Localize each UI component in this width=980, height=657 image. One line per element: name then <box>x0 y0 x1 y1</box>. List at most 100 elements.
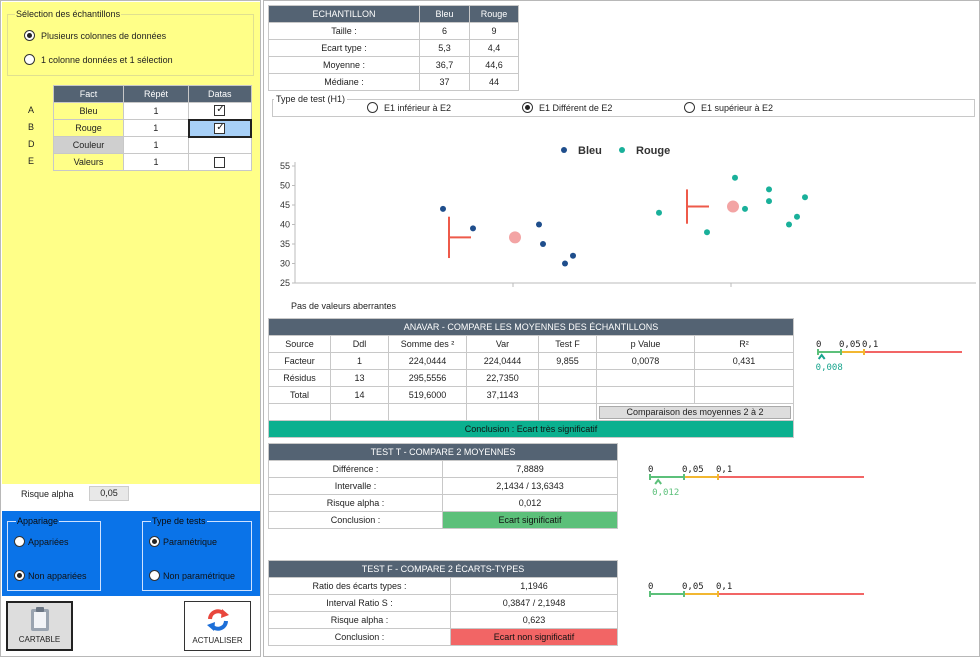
ftest-label: Ratio des écarts types : <box>268 577 451 595</box>
option-different-label: E1 Différent de E2 <box>539 102 613 113</box>
datas-cell[interactable] <box>188 102 252 120</box>
y-tick-label: 25 <box>280 278 290 288</box>
datas-cell[interactable] <box>188 153 252 171</box>
ftest-table: TEST F - COMPARE 2 ÉCARTS-TYPES Ratio de… <box>268 560 618 646</box>
table-row[interactable]: Valeurs 1 <box>53 153 252 171</box>
radio-appariees[interactable] <box>14 536 25 547</box>
option-single-column[interactable]: 1 colonne données et 1 sélection <box>24 54 173 65</box>
repet-cell[interactable]: 1 <box>123 102 189 120</box>
table-row: Risque alpha :0,623 <box>268 611 618 629</box>
ttest-conclusion: Ecart significatif <box>442 511 618 529</box>
anova-pvalue-scale: 0 0,05 0,1 0,008 <box>816 340 962 373</box>
radio-non-parametrique[interactable] <box>149 570 160 581</box>
repet-cell[interactable]: 1 <box>123 119 189 137</box>
data-point <box>742 205 748 212</box>
anova-cell: 0,431 <box>694 352 794 370</box>
mean-marker <box>727 200 739 213</box>
summary-value: 5,3 <box>419 39 470 57</box>
anova-cell <box>596 386 695 404</box>
table-row: Conclusion : Ecart non significatif <box>268 628 618 646</box>
selection-panel <box>2 2 260 484</box>
anova-header: Var <box>466 335 539 353</box>
mean-marker <box>509 231 521 244</box>
anova-cell: 1 <box>330 352 389 370</box>
summary-label: Taille : <box>268 22 420 40</box>
ttest-label: Risque alpha : <box>268 494 443 512</box>
anova-header: p Value <box>596 335 695 353</box>
alpha-input[interactable]: 0,05 <box>89 486 129 501</box>
row-key: A <box>28 105 35 115</box>
option-appariees[interactable]: Appariées <box>14 536 69 547</box>
appariement-title: Appariage <box>16 516 60 526</box>
radio-superieur[interactable] <box>684 102 695 113</box>
anova-cell: 37,1143 <box>466 386 539 404</box>
ttest-pvalue-scale: 0 0,05 0,1 0,012 <box>648 465 864 498</box>
col-fact: Fact <box>53 85 124 103</box>
option-different[interactable]: E1 Différent de E2 <box>522 102 612 113</box>
checkbox[interactable] <box>214 104 226 117</box>
datas-cell[interactable] <box>187 118 252 138</box>
radio-inferieur[interactable] <box>367 102 378 113</box>
checkbox[interactable] <box>214 156 226 168</box>
ttest-value: 0,012 <box>442 494 618 512</box>
summary-label: Moyenne : <box>268 56 420 74</box>
fact-cell[interactable]: Valeurs <box>53 153 124 171</box>
clipboard-icon <box>30 607 49 631</box>
option-inferieur-label: E1 inférieur à E2 <box>384 102 452 113</box>
anova-cell: 0,0078 <box>596 352 695 370</box>
fact-cell[interactable]: Bleu <box>53 102 124 120</box>
option-parametrique-label: Paramétrique <box>163 536 218 547</box>
actualiser-button[interactable]: ACTUALISER <box>184 601 251 651</box>
compare-means-button[interactable]: Comparaison des moyennes 2 à 2 <box>599 405 791 419</box>
ftest-value: 0,623 <box>450 611 618 629</box>
fact-cell[interactable]: Rouge <box>53 119 124 137</box>
anova-cell <box>538 386 597 404</box>
actualiser-label: ACTUALISER <box>192 636 243 645</box>
table-row[interactable]: Bleu 1 <box>53 102 252 120</box>
option-parametrique[interactable]: Paramétrique <box>149 536 217 547</box>
factor-table: Fact Répét Datas Bleu 1 Rouge 1 Couleur … <box>53 85 252 171</box>
row-keys: A B D E <box>28 102 48 170</box>
legend-label: Rouge <box>636 145 670 157</box>
summary-value: 44,6 <box>469 56 519 74</box>
data-point <box>732 174 738 181</box>
cartable-button[interactable]: CARTABLE <box>6 601 73 651</box>
ftest-pvalue-scale: 00,050,10,623 <box>648 582 864 597</box>
table-row[interactable]: Rouge 1 <box>53 118 252 138</box>
radio-non-appariees[interactable] <box>14 570 25 581</box>
ttest-value: 7,8889 <box>442 460 618 478</box>
anova-cell <box>538 369 597 387</box>
datas-cell[interactable] <box>188 136 252 154</box>
table-row: Comparaison des moyennes 2 à 2 <box>268 403 794 421</box>
repet-cell[interactable]: 1 <box>123 136 189 154</box>
radio-parametrique[interactable] <box>149 536 160 547</box>
option-inferieur[interactable]: E1 inférieur à E2 <box>367 102 451 113</box>
table-row: Résidus 13 295,5556 22,7350 <box>268 369 794 387</box>
scale-pointer <box>654 478 662 485</box>
legend-label: Bleu <box>578 145 602 157</box>
fact-cell[interactable]: Couleur <box>53 136 124 154</box>
scale-tick-label: 0,1 <box>716 465 732 475</box>
radio-different[interactable] <box>522 102 533 113</box>
option-non-parametrique[interactable]: Non paramétrique <box>149 570 235 581</box>
data-point <box>470 225 476 232</box>
table-row: Interval Ratio S :0,3847 / 2,1948 <box>268 594 618 612</box>
table-row[interactable]: Couleur 1 <box>53 136 252 154</box>
repet-cell[interactable]: 1 <box>123 153 189 171</box>
y-tick-label: 55 <box>280 161 290 171</box>
alpha-label: Risque alpha <box>21 489 74 499</box>
option-multi-columns[interactable]: Plusieurs colonnes de données <box>24 30 166 41</box>
option-non-appariees-label: Non appariées <box>28 570 87 581</box>
option-superieur[interactable]: E1 supérieur à E2 <box>684 102 773 113</box>
table-row: Différence :7,8889 <box>268 460 618 478</box>
checkbox[interactable] <box>214 122 226 134</box>
radio-multi-columns[interactable] <box>24 30 35 41</box>
anova-cell <box>694 386 794 404</box>
option-non-appariees[interactable]: Non appariées <box>14 570 87 581</box>
scale-pointer <box>817 353 826 360</box>
radio-single-column[interactable] <box>24 54 35 65</box>
summary-value: 36,7 <box>419 56 470 74</box>
selection-group <box>7 14 254 76</box>
ftest-label: Interval Ratio S : <box>268 594 451 612</box>
